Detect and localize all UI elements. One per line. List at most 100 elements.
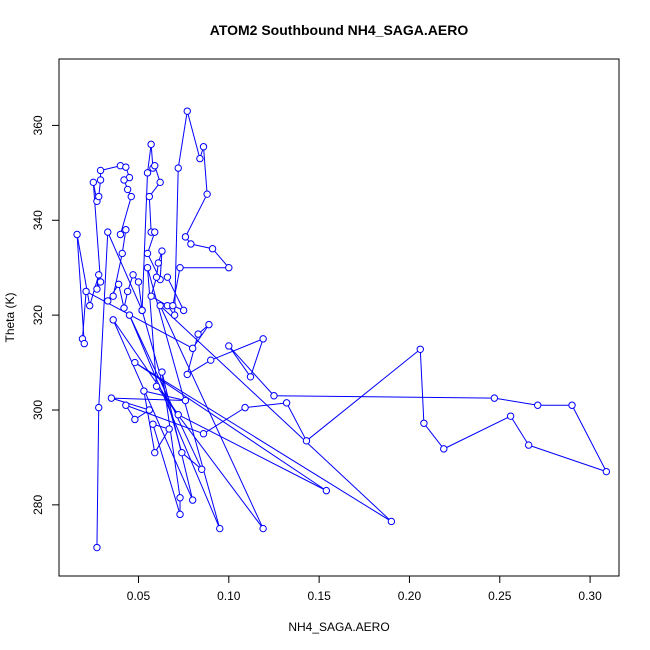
- data-point: [241, 403, 249, 412]
- data-point: [169, 301, 177, 310]
- data-point: [181, 396, 190, 405]
- data-point: [387, 517, 396, 526]
- data-point: [165, 425, 173, 433]
- series-segment: [96, 407, 100, 548]
- y-tick-label: 320: [31, 305, 45, 325]
- series-segment: [306, 348, 421, 442]
- series-segment: [119, 196, 132, 235]
- series-segment: [210, 338, 264, 361]
- series-segment: [128, 314, 203, 470]
- y-axis: 280 300 320 340 360: [31, 115, 60, 515]
- series-segment: [273, 395, 495, 399]
- series-segment: [134, 362, 392, 522]
- data-point: [188, 496, 197, 504]
- series-segment: [107, 231, 143, 311]
- series-segment: [528, 444, 607, 473]
- series-segment: [161, 371, 181, 498]
- data-point: [602, 467, 611, 476]
- series-segment: [143, 390, 186, 401]
- data-point: [123, 185, 132, 194]
- series-segment: [203, 407, 246, 435]
- data-point: [187, 240, 195, 248]
- data-point: [151, 162, 159, 170]
- data-point: [143, 249, 152, 258]
- data-point: [122, 163, 130, 171]
- data-point: [246, 373, 255, 381]
- series-segment: [128, 314, 221, 529]
- data-point: [179, 306, 188, 315]
- data-point: [506, 412, 515, 420]
- data-point: [131, 415, 139, 424]
- data-point: [205, 320, 213, 329]
- y-tick-label: 340: [31, 210, 45, 230]
- series-segment: [443, 415, 511, 450]
- data-point: [93, 543, 101, 552]
- data-point: [131, 358, 139, 367]
- data-point: [127, 192, 135, 201]
- data-point: [140, 387, 148, 395]
- data-point: [198, 465, 206, 473]
- series-segment: [161, 371, 194, 501]
- data-point: [138, 306, 146, 315]
- series-segment: [76, 234, 85, 344]
- series-segment: [112, 319, 179, 416]
- data-point: [152, 273, 161, 281]
- series-segment: [156, 385, 264, 529]
- series-segment: [571, 405, 607, 472]
- x-axis-label: NH4_SAGA.AERO: [288, 620, 389, 634]
- series-layer: [73, 107, 611, 552]
- data-point: [259, 524, 267, 533]
- series-segment: [121, 229, 127, 254]
- data-point: [440, 445, 448, 453]
- data-point: [170, 311, 179, 319]
- data-point: [176, 510, 184, 519]
- data-point: [145, 192, 154, 201]
- series-segment: [134, 362, 327, 492]
- data-point: [199, 430, 208, 438]
- series-segment: [245, 402, 287, 409]
- x-tick-label: 0.05: [127, 589, 151, 603]
- data-point: [156, 301, 164, 310]
- series-segment: [147, 144, 152, 173]
- series-segment: [494, 397, 538, 406]
- data-point: [524, 441, 533, 449]
- data-point: [96, 176, 105, 184]
- x-axis: 0.05 0.10 0.15 0.20 0.25 0.30: [127, 575, 602, 603]
- data-point: [174, 164, 182, 172]
- data-point: [109, 292, 117, 300]
- data-point: [156, 178, 164, 187]
- series-segment: [111, 397, 150, 411]
- series-segment: [148, 196, 152, 233]
- x-tick-label: 0.25: [488, 589, 512, 603]
- data-point: [147, 292, 155, 300]
- data-point: [73, 230, 81, 239]
- series-segment: [154, 428, 170, 453]
- data-point: [145, 406, 154, 414]
- data-point: [95, 192, 103, 201]
- data-point: [208, 245, 217, 253]
- data-point: [82, 287, 90, 296]
- series-segment: [212, 248, 230, 269]
- data-point: [143, 169, 152, 177]
- data-point: [259, 335, 267, 343]
- series-segment: [228, 345, 275, 397]
- series-segment: [250, 338, 264, 377]
- data-point: [129, 271, 137, 279]
- data-point: [416, 345, 424, 353]
- data-point: [270, 392, 278, 400]
- data-point: [96, 166, 105, 175]
- series-segment: [286, 402, 307, 442]
- series-segment: [166, 276, 185, 311]
- data-point: [104, 228, 112, 236]
- data-point: [176, 494, 184, 502]
- series-segment: [185, 193, 208, 238]
- data-point: [490, 394, 499, 402]
- data-point: [107, 394, 116, 402]
- data-point: [89, 178, 98, 187]
- series-segment: [177, 111, 188, 169]
- data-point: [203, 190, 211, 198]
- data-point: [93, 285, 101, 293]
- data-point: [122, 401, 130, 409]
- data-point: [158, 247, 166, 255]
